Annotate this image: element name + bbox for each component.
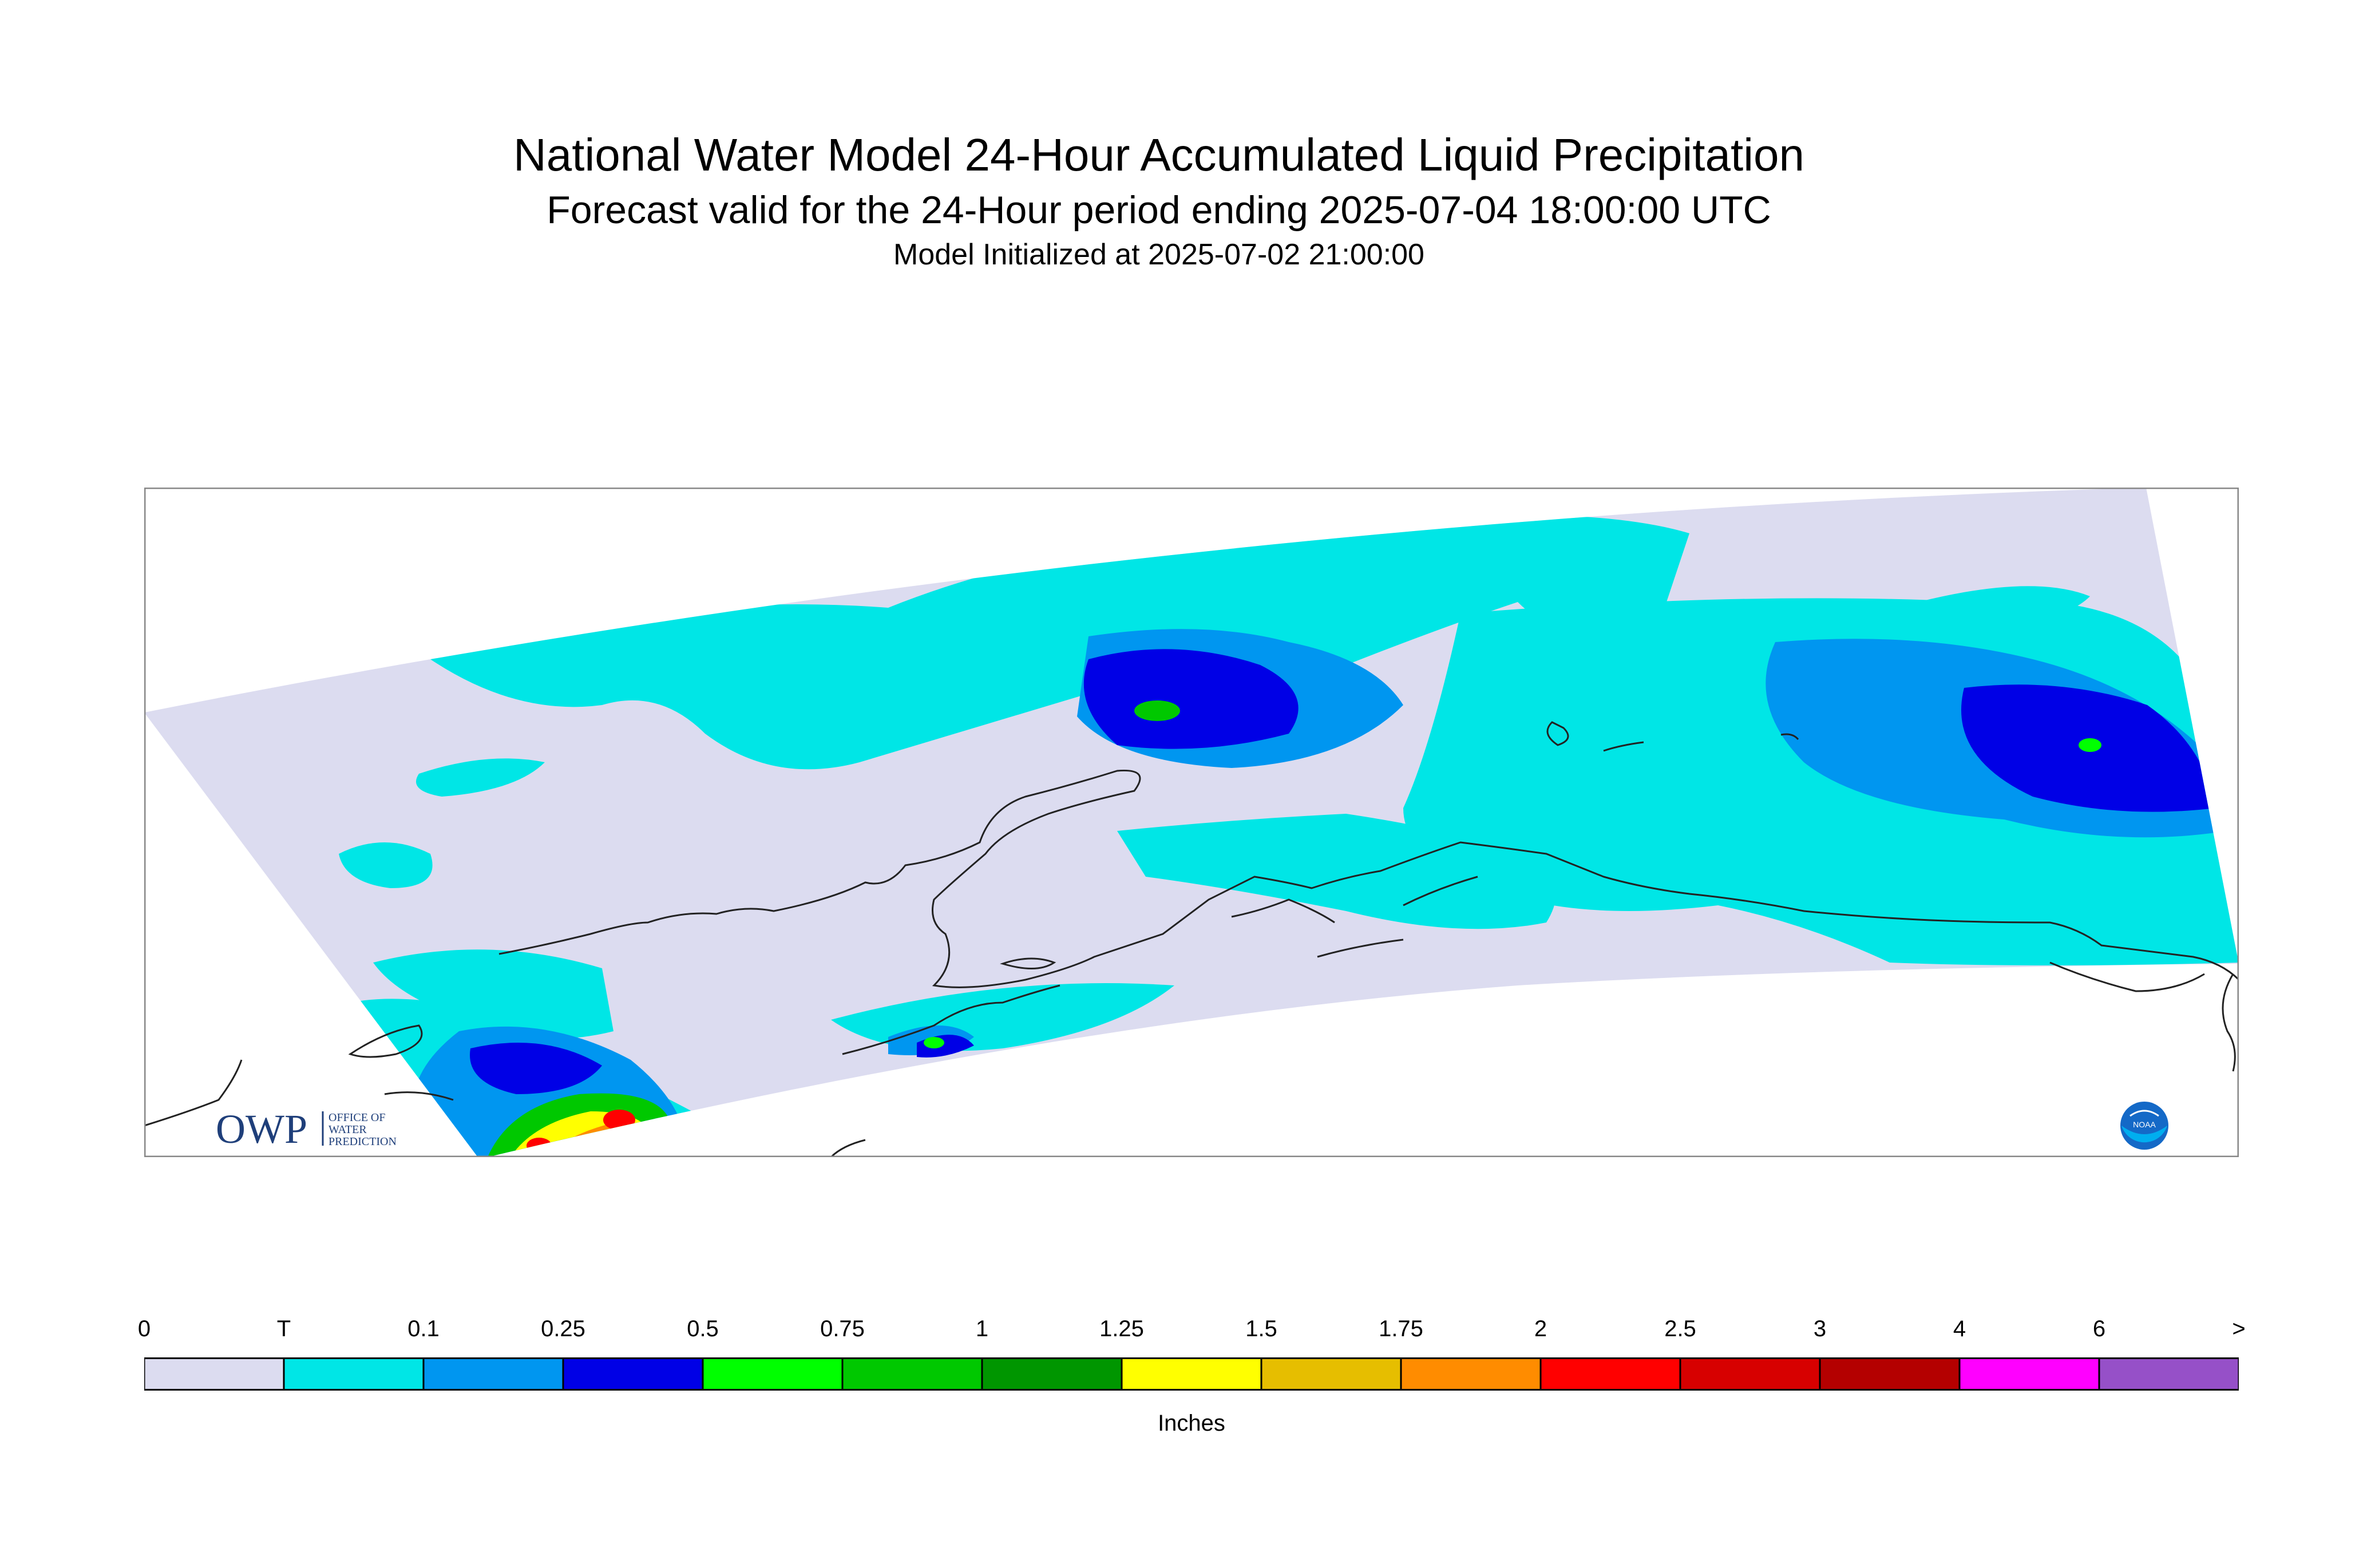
colorbar-bin [1260,1357,1402,1391]
map-frame [144,488,2239,1157]
colorbar-tick-label: 1.25 [1099,1316,1144,1341]
colorbar-bin [422,1357,564,1391]
moderate-precip-areas [470,649,2216,1094]
colorbar-bin [1679,1357,1821,1391]
model-init-subtitle: Model Initialized at 2025-07-02 21:00:00 [893,238,1424,271]
svg-text:PREDICTION: PREDICTION [328,1135,397,1148]
colorbar-bin [2098,1357,2239,1391]
svg-text:WATER: WATER [328,1123,367,1136]
colorbar-tick-label: 1.5 [1245,1316,1277,1341]
colorbar-tick-label: 1 [975,1316,989,1341]
svg-text:OWP: OWP [216,1106,307,1152]
colorbar-tick-label: 2 [1534,1316,1547,1341]
coastlines [144,721,2239,1157]
colorbar-bin [1121,1357,1262,1391]
colorbar-bin [1400,1357,1542,1391]
colorbar [144,1357,2239,1391]
svg-text:OFFICE OF: OFFICE OF [328,1111,385,1124]
colorbar-tick-label: 0.75 [820,1316,865,1341]
colorbar-bin [1539,1357,1681,1391]
colorbar-tick-label: T [276,1316,291,1341]
colorbar-bin [1958,1357,2100,1391]
owp-logo: OWP OFFICE OF WATER PREDICTION [216,1106,397,1152]
colorbar-bin [562,1357,704,1391]
noaa-logo: NOAA [2120,1102,2168,1150]
precipitation-map: OWP OFFICE OF WATER PREDICTION NOAA [144,488,2239,1157]
colorbar-tick-label: 6 [2092,1316,2106,1341]
colorbar-bin [702,1357,844,1391]
colorbar-tick-label: 3 [1813,1316,1827,1341]
colorbar-tick-label: 1.75 [1379,1316,1423,1341]
colorbar-bin [841,1357,983,1391]
colorbar-tick-label: 0 [137,1316,151,1341]
map-title: National Water Model 24-Hour Accumulated… [513,129,1804,180]
colorbar-units-label: Inches [1158,1411,1225,1436]
colorbar-tick-label: 0.1 [407,1316,440,1341]
svg-text:NOAA: NOAA [2133,1120,2156,1129]
colorbar-tick-label: > [2232,1316,2246,1341]
colorbar-bin [144,1357,285,1391]
colorbar-tick-label: 0.5 [687,1316,719,1341]
colorbar-tick-label: 4 [1953,1316,1966,1341]
colorbar-bin [981,1357,1123,1391]
forecast-period-subtitle: Forecast valid for the 24-Hour period en… [547,188,1771,232]
colorbar-bin [283,1357,425,1391]
colorbar-tick-label: 0.25 [541,1316,585,1341]
colorbar-bin [1819,1357,1961,1391]
colorbar-tick-label: 2.5 [1664,1316,1696,1341]
